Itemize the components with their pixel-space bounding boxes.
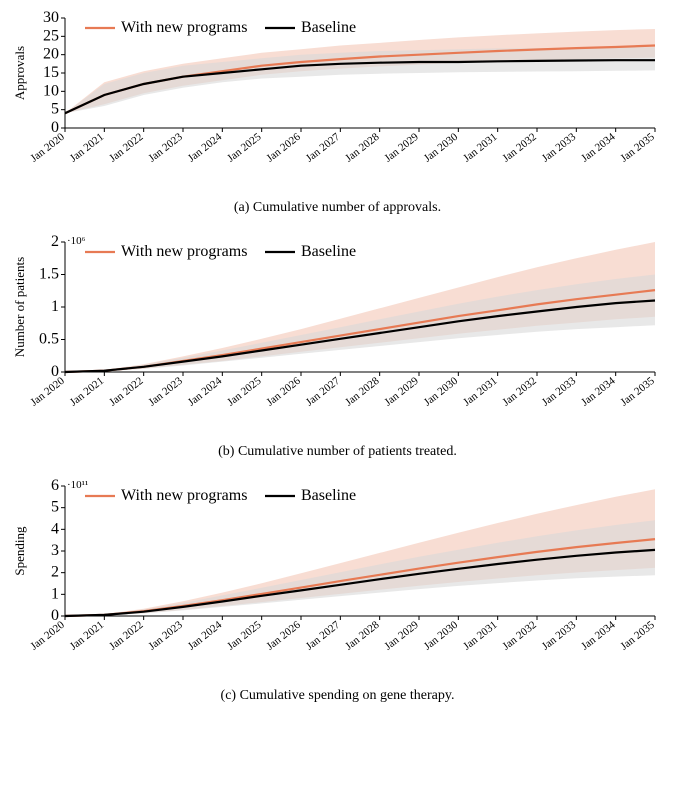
xtick-label: Jan 2023 [146,131,185,165]
xtick-label: Jan 2034 [579,375,618,409]
ytick-label: 30 [43,10,59,26]
ytick-label: 1 [51,298,59,315]
xtick-label: Jan 2031 [461,619,499,653]
ytick-label: 2 [51,564,59,581]
xtick-label: Jan 2035 [618,375,657,409]
caption-panel_c: (c) Cumulative spending on gene therapy. [10,688,665,704]
xtick-label: Jan 2034 [579,619,618,653]
panel-panel_b: 00.511.52·10⁶Jan 2020Jan 2021Jan 2022Jan… [10,234,665,460]
xtick-label: Jan 2025 [225,619,264,653]
legend-new-label: With new programs [121,19,247,36]
xtick-label: Jan 2030 [422,131,461,165]
xtick-label: Jan 2023 [146,619,185,653]
ytick-label: 4 [51,520,59,537]
legend-new-label: With new programs [121,487,247,504]
xtick-label: Jan 2032 [500,131,538,165]
xtick-label: Jan 2029 [382,375,421,409]
xtick-label: Jan 2028 [343,375,382,409]
ytick-label: 25 [43,27,59,44]
xtick-label: Jan 2020 [28,375,67,409]
xtick-label: Jan 2021 [68,375,106,409]
xtick-label: Jan 2027 [304,375,343,409]
ytick-label: 15 [43,64,59,81]
xtick-label: Jan 2022 [107,131,145,165]
xtick-label: Jan 2033 [540,375,579,409]
xtick-label: Jan 2024 [186,619,225,653]
xtick-label: Jan 2022 [107,619,145,653]
xtick-label: Jan 2027 [304,619,343,653]
legend-baseline-label: Baseline [301,487,356,504]
xtick-label: Jan 2021 [68,619,106,653]
xtick-label: Jan 2021 [68,131,106,165]
xtick-label: Jan 2031 [461,375,499,409]
ytick-label: 20 [43,46,59,63]
panel-panel_a: 051015202530Jan 2020Jan 2021Jan 2022Jan … [10,10,665,216]
xtick-label: Jan 2020 [28,131,67,165]
xtick-label: Jan 2028 [343,131,382,165]
ytick-label: 5 [51,101,59,118]
xtick-label: Jan 2029 [382,131,421,165]
xtick-label: Jan 2033 [540,619,579,653]
chart-panel_b: 00.511.52·10⁶Jan 2020Jan 2021Jan 2022Jan… [10,234,665,442]
chart-panel_c: 0123456·10¹¹Jan 2020Jan 2021Jan 2022Jan … [10,478,665,686]
xtick-label: Jan 2027 [304,131,343,165]
ytick-label: 2 [51,234,59,250]
xtick-label: Jan 2034 [579,131,618,165]
xtick-label: Jan 2032 [500,375,538,409]
exponent-label: ·10¹¹ [67,479,88,491]
xtick-label: Jan 2026 [264,131,303,165]
xtick-label: Jan 2033 [540,131,579,165]
legend-baseline-label: Baseline [301,243,356,260]
ytick-label: 0.5 [39,331,59,348]
xtick-label: Jan 2020 [28,619,67,653]
caption-panel_b: (b) Cumulative number of patients treate… [10,444,665,460]
ytick-label: 1 [51,585,59,602]
xtick-label: Jan 2023 [146,375,185,409]
xtick-label: Jan 2024 [186,131,225,165]
xtick-label: Jan 2025 [225,375,264,409]
xtick-label: Jan 2025 [225,131,264,165]
y-axis-label: Approvals [12,46,27,100]
xtick-label: Jan 2026 [264,619,303,653]
xtick-label: Jan 2030 [422,619,461,653]
ytick-label: 1.5 [39,266,59,283]
xtick-label: Jan 2032 [500,619,538,653]
exponent-label: ·10⁶ [67,235,86,247]
y-axis-label: Number of patients [12,257,27,357]
panel-panel_c: 0123456·10¹¹Jan 2020Jan 2021Jan 2022Jan … [10,478,665,704]
legend-baseline-label: Baseline [301,19,356,36]
xtick-label: Jan 2028 [343,619,382,653]
xtick-label: Jan 2035 [618,619,657,653]
caption-panel_a: (a) Cumulative number of approvals. [10,200,665,216]
legend-new-label: With new programs [121,243,247,260]
band-baseline [65,275,655,373]
xtick-label: Jan 2035 [618,131,657,165]
ytick-label: 3 [51,542,59,559]
xtick-label: Jan 2031 [461,131,499,165]
chart-panel_a: 051015202530Jan 2020Jan 2021Jan 2022Jan … [10,10,665,198]
xtick-label: Jan 2022 [107,375,145,409]
xtick-label: Jan 2029 [382,619,421,653]
ytick-label: 6 [51,478,59,494]
ytick-label: 10 [43,82,59,99]
y-axis-label: Spending [12,526,27,576]
xtick-label: Jan 2030 [422,375,461,409]
ytick-label: 5 [51,499,59,516]
xtick-label: Jan 2026 [264,375,303,409]
xtick-label: Jan 2024 [186,375,225,409]
